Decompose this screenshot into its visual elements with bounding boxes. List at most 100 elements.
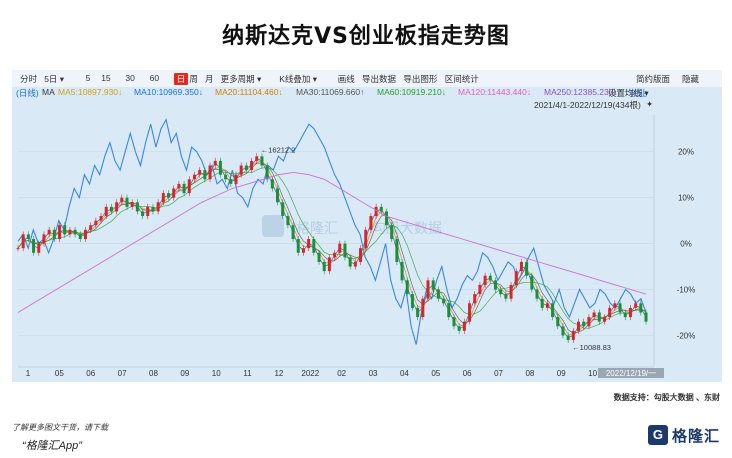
toolbar-item[interactable]: 周 <box>189 74 198 84</box>
candle-body <box>301 248 305 253</box>
candle-body <box>224 174 228 180</box>
toolbar-item[interactable]: 5 <box>85 73 91 83</box>
candle-body <box>229 179 233 184</box>
candle-body <box>416 307 420 318</box>
candle-body <box>317 252 321 262</box>
toolbar-item[interactable]: 画线 <box>337 74 355 84</box>
candle-body <box>125 197 129 207</box>
x-tick-label: 07 <box>118 369 127 378</box>
ma-legend-item: 创业 <box>630 88 648 98</box>
candle-body <box>94 220 98 226</box>
candle-body <box>255 156 259 161</box>
x-tick-label: 06 <box>463 369 472 378</box>
candle-body <box>135 202 139 212</box>
candle-body <box>276 188 280 203</box>
candle-body <box>608 307 612 318</box>
data-source: 数据支持：勾股大数据 、东财 <box>613 393 720 402</box>
candle-body <box>192 174 196 180</box>
footer-app-name: “格隆汇App” <box>22 440 82 452</box>
candle-body <box>182 183 186 194</box>
candle-body <box>151 206 155 212</box>
toolbar-item[interactable]: 导出图形 <box>403 74 438 84</box>
candle-body <box>499 289 503 295</box>
candle-body <box>457 326 461 331</box>
candle-body <box>473 294 477 304</box>
x-tick-label: 02 <box>337 369 346 378</box>
candle-body <box>141 211 145 217</box>
toolbar-item[interactable]: 5日 ▾ <box>44 74 65 84</box>
candle-body <box>452 317 456 327</box>
candle-body <box>32 239 36 253</box>
candle-body <box>525 261 529 276</box>
toolbar-item[interactable]: 区间统计 <box>444 74 479 84</box>
candle-body <box>58 225 62 239</box>
y-tick-label: -10% <box>677 286 696 295</box>
ma-legend-item: MA20:11104.460↓ <box>215 87 283 97</box>
candle-body <box>540 298 544 308</box>
candle-body <box>488 275 492 281</box>
candle-body <box>281 202 285 217</box>
candle-body <box>519 261 523 272</box>
candle-body <box>634 303 638 308</box>
candle-body <box>203 170 207 180</box>
x-tick-label: 11 <box>243 369 252 378</box>
candle-body <box>115 202 119 212</box>
candle-body <box>26 234 30 239</box>
candle-body <box>535 289 539 299</box>
candle-body <box>327 257 331 272</box>
candle-body <box>208 165 212 180</box>
candle-body <box>239 165 243 175</box>
candle-body <box>379 206 383 212</box>
toolbar-item[interactable]: 月 <box>205 74 214 84</box>
x-tick-label: 06 <box>86 369 95 378</box>
ma-legend-item: MA120:11443.440↓ <box>458 87 532 97</box>
candle-body <box>291 225 295 239</box>
candle-body <box>63 225 67 235</box>
toolbar-item[interactable]: 更多周期 ▾ <box>220 74 262 84</box>
candle-body <box>592 312 596 318</box>
candle-body <box>582 321 586 327</box>
ma-line-3 <box>17 162 647 334</box>
candle-body <box>244 165 248 171</box>
logo-mark-icon: G <box>647 425 668 445</box>
pin-icon[interactable]: ✦ <box>646 99 654 109</box>
x-tick-label: 03 <box>369 369 378 378</box>
candle-body <box>104 206 108 217</box>
candle-body <box>613 303 617 308</box>
candle-body <box>161 193 165 203</box>
x-tick-label: 2022 <box>301 369 319 378</box>
toolbar-item[interactable]: 分时 <box>20 74 38 84</box>
candle-body <box>312 239 316 253</box>
candle-body <box>146 206 150 217</box>
toolbar-item[interactable]: 导出数据 <box>362 74 397 84</box>
toolbar-item[interactable]: 60 <box>149 73 160 83</box>
toolbar-item[interactable]: 30 <box>125 73 135 83</box>
moving-average-legend: (日线) MA MA5:10897.930↓ MA10:10969.350↓ MA20:… <box>12 87 722 99</box>
candle-body <box>577 321 581 331</box>
ma-settings-button[interactable]: 设置均线 ▾ <box>608 88 649 98</box>
candle-body <box>400 261 404 281</box>
svg-text:勾股大数据: 勾股大数据 <box>372 221 442 237</box>
candle-body <box>395 239 399 262</box>
x-tick-label: 04 <box>400 369 409 378</box>
toolbar-right-item[interactable]: 简约版面 <box>636 74 671 84</box>
candle-body <box>177 183 181 189</box>
candle-body <box>628 307 632 318</box>
candle-body <box>597 312 601 322</box>
candle-body <box>478 284 482 295</box>
candle-body <box>359 248 363 262</box>
candle-body <box>198 170 202 175</box>
low-annotation: ←10088.83 <box>572 343 611 352</box>
ma-line-2 <box>17 160 647 336</box>
toolbar-right-item[interactable]: 隐藏 <box>682 74 700 84</box>
candle-body <box>421 298 425 318</box>
toolbar-item[interactable]: 日 <box>173 73 189 85</box>
gridlines <box>18 115 655 368</box>
candle-body <box>265 165 269 180</box>
chart-title: 纳斯达克VS创业板指走势图 <box>222 24 510 49</box>
candle-body <box>296 239 300 253</box>
toolbar-item[interactable]: K线叠加 ▾ <box>279 74 317 84</box>
candle-body <box>468 303 472 322</box>
watermark-logo: 格隆汇 勾股大数据 <box>262 215 442 237</box>
toolbar-item[interactable]: 15 <box>101 73 111 83</box>
